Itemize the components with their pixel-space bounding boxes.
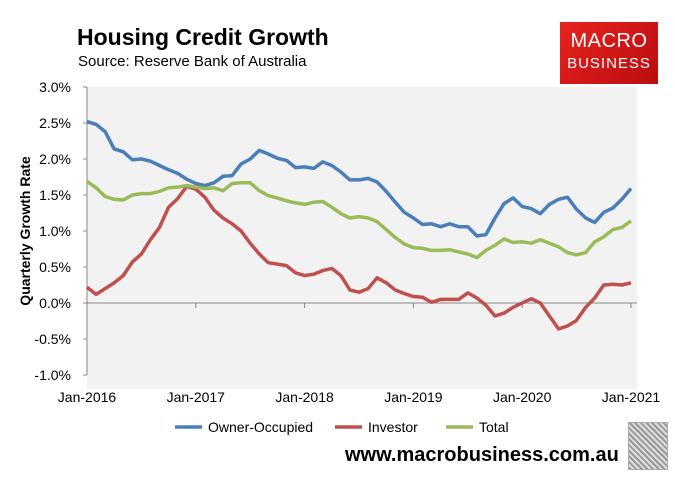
x-tick-label: Jan-2019 <box>384 389 443 405</box>
legend-label: Total <box>479 419 509 435</box>
y-tick-label: 0.0% <box>39 295 71 311</box>
x-tick-label: Jan-2016 <box>58 389 117 405</box>
website-url: www.macrobusiness.com.au <box>345 444 619 466</box>
chart-title: Housing Credit Growth <box>77 24 329 50</box>
legend-label: Owner-Occupied <box>208 419 313 435</box>
y-tick-label: 2.5% <box>39 115 71 131</box>
x-tick-label: Jan-2021 <box>602 389 661 405</box>
series-line-owner-occupied <box>86 119 633 238</box>
y-axis-label: Quarterly Growth Rate <box>17 156 33 306</box>
wolf-logo-icon <box>628 422 668 470</box>
x-tick-label: Jan-2018 <box>275 389 334 405</box>
y-tick-label: 1.5% <box>39 187 71 203</box>
chart-source: Source: Reserve Bank of Australia <box>78 53 307 70</box>
y-tick-label: 1.0% <box>39 223 71 239</box>
macrobusiness-logo: MACRO BUSINESS <box>560 22 658 84</box>
y-tick-label: -1.0% <box>34 367 71 383</box>
plot-area <box>87 87 637 389</box>
y-tick-label: 0.5% <box>39 259 71 275</box>
series-line-total <box>85 179 633 260</box>
legend-label: Investor <box>368 419 418 435</box>
y-tick-label: -0.5% <box>34 331 71 347</box>
y-tick-label: 2.0% <box>39 151 71 167</box>
series-line-investor <box>85 184 632 331</box>
logo-line2: BUSINESS <box>567 55 651 72</box>
y-tick-label: 3.0% <box>39 79 71 95</box>
x-tick-label: Jan-2017 <box>167 389 226 405</box>
logo-line1: MACRO <box>570 30 648 52</box>
x-tick-label: Jan-2020 <box>493 389 552 405</box>
